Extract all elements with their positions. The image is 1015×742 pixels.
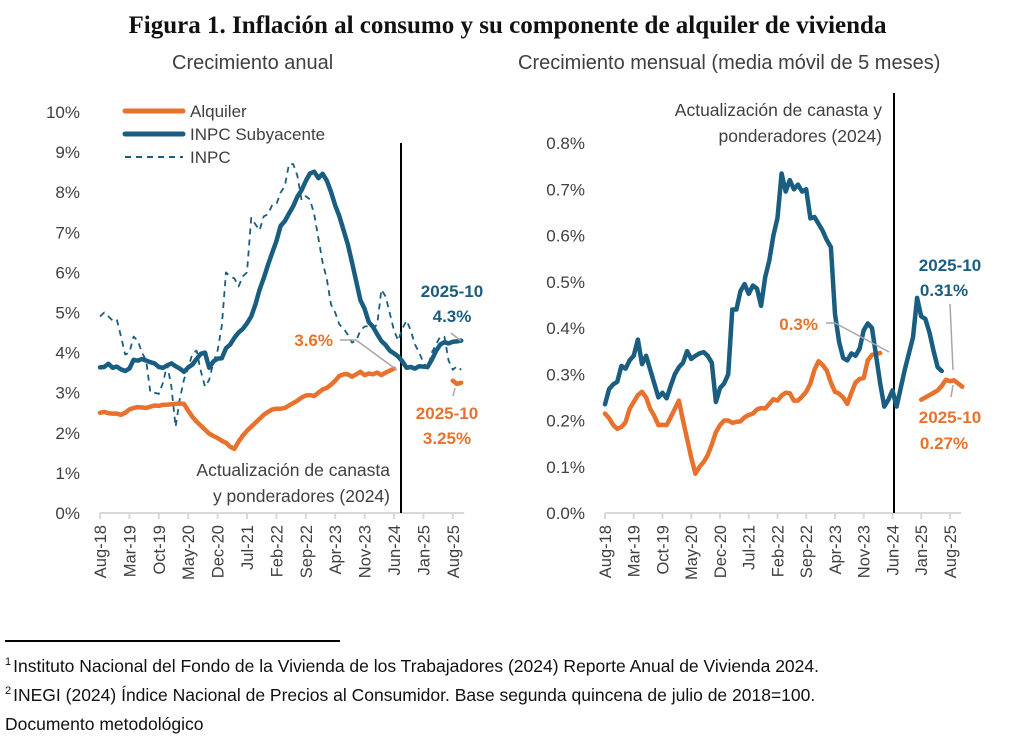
- chart-annual: [97, 108, 465, 519]
- x-tick-label: Sep-22: [298, 525, 316, 578]
- x-tick-label: Mar-19: [626, 525, 644, 577]
- series-line-alquiler: [918, 377, 965, 402]
- y-tick-label: 2%: [55, 424, 80, 443]
- x-tick-label: Dec-20: [210, 525, 228, 578]
- footnote-3: Documento metodológico: [5, 714, 203, 735]
- footnote-1: 1 Instituto Nacional del Fondo de la Vivi…: [5, 656, 819, 677]
- x-tick-label: Aug-25: [445, 525, 463, 578]
- footnote-1-text: Instituto Nacional del Fondo de la Vivie…: [13, 656, 819, 676]
- footnote-1-number: 1: [5, 656, 12, 668]
- left-chart-title: Crecimiento anual: [172, 52, 334, 74]
- x-tick-label: Feb-22: [769, 525, 787, 577]
- x-tick-label: Jun-24: [386, 525, 404, 575]
- y-tick-label: 0%: [55, 504, 80, 523]
- y-tick-label: 6%: [55, 263, 80, 282]
- x-tick-label: Aug-18: [92, 525, 110, 578]
- x-tick-label: May-20: [180, 525, 198, 580]
- series-line-alquiler: [602, 350, 883, 476]
- x-tick-label: Aug-25: [942, 525, 960, 578]
- footnote-2-number: 2: [5, 685, 12, 697]
- y-tick-label: 0.6%: [546, 227, 585, 246]
- x-tick-label: Feb-22: [268, 525, 286, 577]
- y-tick-label: 0.0%: [546, 504, 585, 523]
- figure-title: Figura 1. Inflación al consumo y su comp…: [128, 12, 887, 39]
- x-tick-label: Dec-20: [712, 525, 730, 578]
- x-tick-label: Jan-25: [415, 525, 433, 575]
- y-tick-label: 0.1%: [546, 458, 585, 477]
- annotation-alquiler-latest-value: 0.27%: [920, 434, 968, 453]
- basket-update-label: Actualización de canasta y: [675, 100, 882, 120]
- x-tick-label: Jul-21: [741, 525, 759, 570]
- y-tick-label: 0.7%: [546, 180, 585, 199]
- annotation-leader: [450, 332, 462, 342]
- annotation-alquiler-latest-date: 2025-10: [919, 408, 981, 427]
- x-tick-label: Nov-23: [357, 525, 375, 578]
- annotation-subyacente-latest-date: 2025-10: [919, 256, 981, 275]
- x-tick-label: Apr-23: [827, 525, 845, 575]
- x-tick-label: Oct-19: [151, 525, 169, 575]
- y-tick-label: 10%: [46, 103, 80, 122]
- x-tick-label: Nov-23: [856, 525, 874, 578]
- y-tick-label: 5%: [55, 304, 80, 323]
- y-tick-label: 8%: [55, 183, 80, 202]
- x-tick-label: Jun-24: [884, 525, 902, 575]
- annotation-alquiler-latest-value: 3.25%: [423, 429, 471, 448]
- annotation-leader: [949, 303, 954, 371]
- y-tick-label: 7%: [55, 223, 80, 242]
- legend: [122, 108, 186, 158]
- footnote-2-text: INEGI (2024) Índice Nacional de Precios …: [13, 685, 816, 705]
- series-line-inpc-subyacente: [97, 169, 464, 375]
- annotation-leader: [452, 387, 456, 397]
- series-line-alquiler: [97, 366, 397, 452]
- y-tick-label: 0.4%: [546, 319, 585, 338]
- x-tick-label: Jul-21: [239, 525, 257, 570]
- annotation-leader: [340, 339, 398, 371]
- series-line-alquiler: [450, 378, 464, 387]
- basket-update-label: y ponderadores (2024): [213, 486, 390, 506]
- annotation-subyacente-latest-value: 0.31%: [920, 281, 968, 300]
- basket-update-label: ponderadores (2024): [719, 126, 882, 146]
- x-tick-label: Aug-18: [597, 525, 615, 578]
- annotation-leader: [950, 384, 954, 398]
- legend-label-inpc: INPC: [190, 148, 231, 167]
- y-tick-label: 9%: [55, 143, 80, 162]
- x-tick-label: May-20: [683, 525, 701, 580]
- series-line-inpc: [99, 163, 462, 428]
- annotation-subyacente-latest-value: 4.3%: [433, 307, 472, 326]
- y-tick-label: 3%: [55, 384, 80, 403]
- x-tick-label: Oct-19: [654, 525, 672, 575]
- x-tick-label: Apr-23: [327, 525, 345, 575]
- chart-monthly: [602, 93, 965, 519]
- y-tick-label: 0.8%: [546, 134, 585, 153]
- y-tick-label: 1%: [55, 464, 80, 483]
- y-tick-label: 4%: [55, 344, 80, 363]
- x-tick-label: Sep-22: [798, 525, 816, 578]
- annotation-subyacente-latest-date: 2025-10: [421, 282, 483, 301]
- annotation-alquiler-last-pre: 0.3%: [779, 315, 818, 334]
- annotation-alquiler-latest-date: 2025-10: [416, 404, 478, 423]
- x-tick-label: Jan-25: [913, 525, 931, 575]
- series-line-inpc-subyacente: [602, 171, 945, 409]
- basket-update-label: Actualización de canasta: [196, 460, 390, 480]
- footnote-divider: [5, 640, 340, 642]
- footnote-2: 2 INEGI (2024) Índice Nacional de Precios…: [5, 685, 815, 706]
- footnote-3-text: Documento metodológico: [5, 714, 204, 734]
- right-chart-title: Crecimiento mensual (media móvil de 5 me…: [518, 52, 941, 74]
- y-tick-label: 0.5%: [546, 273, 585, 292]
- x-tick-label: Mar-19: [121, 525, 139, 577]
- legend-label-subyacente: INPC Subyacente: [190, 125, 325, 144]
- y-tick-label: 0.2%: [546, 412, 585, 431]
- legend-label-alquiler: Alquiler: [190, 102, 247, 121]
- y-tick-label: 0.3%: [546, 365, 585, 384]
- annotation-alquiler-last-pre: 3.6%: [294, 331, 333, 350]
- annotation-leader: [826, 322, 890, 353]
